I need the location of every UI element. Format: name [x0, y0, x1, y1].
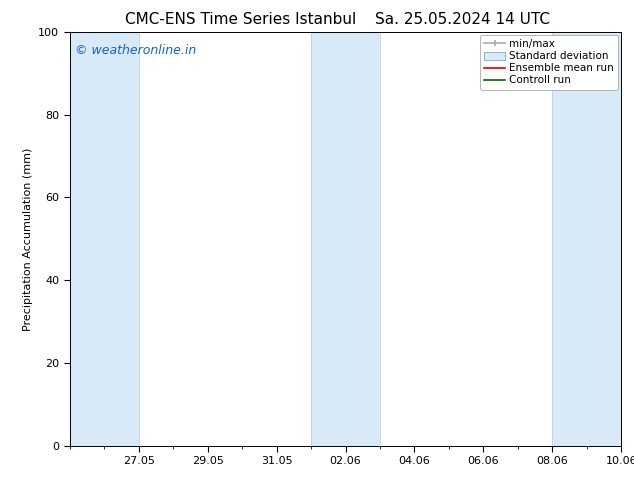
Text: Sa. 25.05.2024 14 UTC: Sa. 25.05.2024 14 UTC — [375, 12, 550, 27]
Text: CMC-ENS Time Series Istanbul: CMC-ENS Time Series Istanbul — [126, 12, 356, 27]
Y-axis label: Precipitation Accumulation (mm): Precipitation Accumulation (mm) — [23, 147, 33, 331]
Legend: min/max, Standard deviation, Ensemble mean run, Controll run: min/max, Standard deviation, Ensemble me… — [480, 35, 618, 90]
Bar — [70, 32, 139, 446]
Bar — [311, 32, 380, 446]
Bar — [552, 32, 621, 446]
Text: © weatheronline.in: © weatheronline.in — [75, 44, 197, 57]
